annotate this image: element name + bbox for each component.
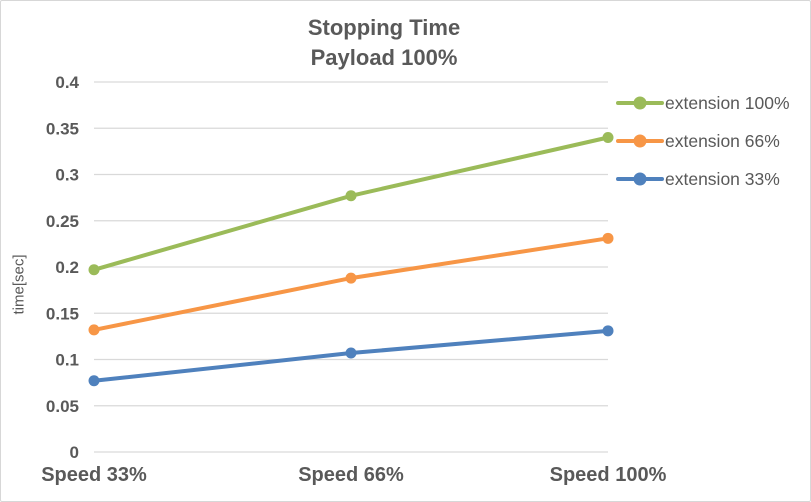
y-tick-label: 0.35 bbox=[46, 119, 79, 138]
y-tick-label: 0.15 bbox=[46, 304, 79, 323]
legend-swatch-marker bbox=[633, 172, 647, 186]
x-tick-label: Speed 33% bbox=[41, 464, 147, 486]
y-tick-label: 0.25 bbox=[46, 212, 79, 231]
y-tick-label: 0.3 bbox=[55, 166, 79, 185]
series-extension-66- bbox=[88, 232, 614, 336]
legend-label: extension 66% bbox=[665, 131, 780, 151]
y-tick-label: 0.05 bbox=[46, 397, 79, 416]
y-tick-label: 0.1 bbox=[55, 351, 79, 370]
data-point-marker bbox=[88, 264, 100, 276]
series-line bbox=[92, 236, 610, 332]
legend-label: extension 100% bbox=[665, 93, 790, 113]
data-point-marker bbox=[602, 132, 614, 143]
legend-swatch-marker bbox=[633, 96, 647, 110]
y-tick-label: 0.4 bbox=[55, 73, 79, 92]
series-extension-100- bbox=[88, 132, 614, 276]
legend-item: extension 66% bbox=[616, 131, 780, 151]
data-point-marker bbox=[88, 375, 100, 387]
legend-item: extension 100% bbox=[616, 93, 790, 113]
x-tick-label: Speed 100% bbox=[550, 464, 667, 486]
legend-label: extension 33% bbox=[665, 169, 780, 189]
y-tick-label: 0 bbox=[70, 443, 79, 462]
y-tick-label: 0.2 bbox=[55, 258, 79, 277]
series-extension-33- bbox=[88, 325, 614, 387]
legend-swatch-marker bbox=[633, 134, 647, 148]
data-point-marker bbox=[345, 272, 357, 284]
x-tick-label: Speed 66% bbox=[298, 464, 404, 486]
legend-item: extension 33% bbox=[616, 169, 780, 189]
data-point-marker bbox=[602, 325, 614, 337]
data-point-marker bbox=[345, 347, 357, 359]
data-point-marker bbox=[602, 232, 614, 244]
data-point-marker bbox=[88, 324, 100, 336]
data-point-marker bbox=[345, 190, 357, 202]
